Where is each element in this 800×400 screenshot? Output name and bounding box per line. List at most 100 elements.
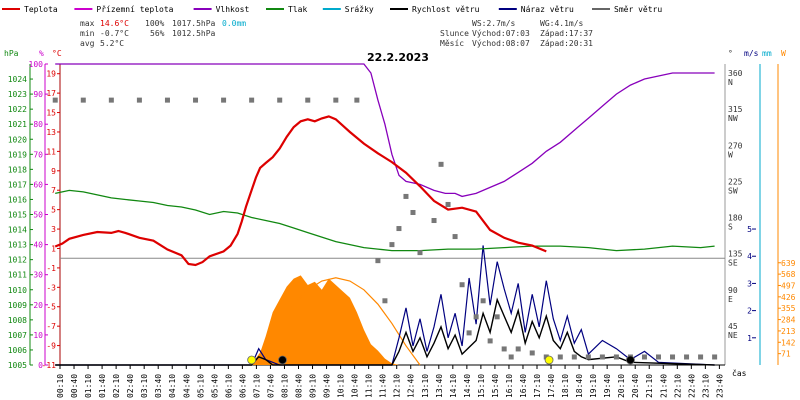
wind-direction-point [515, 346, 521, 352]
sunrise-marker [247, 355, 257, 365]
wind-direction-point [277, 97, 283, 103]
stat-ws: WS:2.7m/s [472, 19, 516, 28]
wind-direction-point [712, 354, 718, 360]
wind-direction-point [52, 97, 58, 103]
legend-label-0: Teplota [24, 5, 58, 14]
pressure-tick-label: 1014 [8, 226, 27, 235]
wind-direction-point [445, 201, 451, 207]
pressure-tick-label: 1005 [8, 361, 27, 370]
wind-direction-point [396, 226, 402, 232]
wind-direction-point [80, 97, 86, 103]
pressure-tick-label: 1006 [8, 346, 27, 355]
axis-unit-wm2: W [781, 49, 786, 58]
wind-direction-point [480, 298, 486, 304]
humidity-tick-label: 100 [29, 60, 44, 69]
wind-direction-point [375, 258, 381, 264]
wind-direction-point [494, 314, 500, 320]
time-tick-label: 22:40 [687, 374, 696, 398]
pressure-tick-label: 1021 [8, 120, 27, 129]
time-tick-label: 13:10 [421, 374, 430, 398]
wind-tick-label: 5 [747, 225, 752, 234]
pressure-tick-label: 1022 [8, 105, 27, 114]
time-tick-label: 01:40 [98, 374, 107, 398]
wind-direction-point [221, 97, 227, 103]
time-tick-label: 02:10 [112, 374, 121, 398]
humidity-tick-label: 30 [33, 271, 43, 280]
solar-tick-label: 284 [781, 316, 796, 325]
direction-tick-name: NE [728, 331, 738, 340]
temperature-tick-label: -11 [42, 361, 57, 370]
direction-tick-label: 225 [728, 177, 743, 186]
humidity-tick-label: 60 [33, 180, 43, 189]
time-tick-label: 08:10 [280, 374, 289, 398]
temperature-tick-label: 15 [46, 109, 56, 118]
axis-unit-degc: °C [52, 49, 62, 58]
solar-tick-label: 71 [781, 350, 791, 359]
legend-label-7: Směr větru [614, 5, 662, 14]
chart-title: 22.2.2023 [367, 51, 429, 64]
solar-tick-label: 355 [781, 304, 796, 313]
time-tick-label: 03:10 [140, 374, 149, 398]
direction-tick-name: NW [728, 114, 738, 123]
temperature-tick-label: -1 [46, 264, 56, 273]
stat-moonset: Západ:20:31 [540, 39, 593, 48]
time-tick-label: 07:10 [252, 374, 261, 398]
pressure-tick-label: 1007 [8, 331, 27, 340]
wind-direction-point [599, 354, 605, 360]
direction-tick-name: S [728, 223, 733, 232]
axis-unit-deg: ° [728, 49, 733, 58]
stat-min-press: 1012.5hPa [172, 29, 216, 38]
temperature-tick-label: 7 [51, 186, 56, 195]
plot-area [52, 63, 718, 366]
stat-sunrise: Východ:07:03 [472, 29, 530, 38]
stat-min-label: min [80, 29, 95, 38]
time-tick-label: 11:40 [379, 374, 388, 398]
time-tick-label: 16:40 [519, 374, 528, 398]
direction-tick-name: N [728, 78, 733, 87]
humidity-tick-label: 50 [33, 211, 43, 220]
stat-sun-label: Slunce [440, 29, 469, 38]
wind-direction-point [684, 354, 690, 360]
temperature-tick-label: -9 [46, 342, 56, 351]
stats-panel: max 14.6°C 100% 1017.5hPa 0.0mm min -0.7°C 56% 1… [80, 19, 593, 48]
wind-direction-point [305, 97, 311, 103]
time-tick-label: 10:10 [337, 374, 346, 398]
time-tick-label: 23:40 [715, 374, 724, 398]
pressure-tick-label: 1024 [8, 75, 27, 84]
time-tick-label: 01:10 [84, 374, 93, 398]
legend-label-1: Přízemní teplota [96, 5, 173, 14]
stat-sunset: Západ:17:37 [540, 29, 593, 38]
pressure-tick-label: 1018 [8, 165, 27, 174]
x-axis-label: čas [732, 368, 747, 378]
axis-unit-pct: % [39, 49, 44, 58]
stat-wg: WG:4.1m/s [540, 19, 584, 28]
pressure-line [55, 189, 715, 252]
time-tick-label: 13:40 [435, 374, 444, 398]
time-tick-label: 02:40 [126, 374, 135, 398]
humidity-tick-label: 40 [33, 241, 43, 250]
time-tick-label: 22:10 [673, 374, 682, 398]
solar-tick-label: 497 [781, 281, 796, 290]
wind-direction-point [473, 314, 479, 320]
wind-direction-point [501, 346, 507, 352]
wind-direction-point [641, 354, 647, 360]
time-tick-label: 18:10 [561, 374, 570, 398]
stat-min-temp: -0.7°C [100, 29, 129, 38]
pressure-tick-label: 1016 [8, 195, 27, 204]
solar-tick-label: 213 [781, 327, 796, 336]
legend-label-5: Rychlost větru [412, 5, 480, 14]
time-tick-label: 00:40 [70, 374, 79, 398]
time-tick-label: 05:40 [210, 374, 219, 398]
moonset-marker [626, 355, 635, 365]
pressure-tick-label: 1010 [8, 286, 27, 295]
direction-tick-name: W [728, 150, 733, 159]
time-tick-label: 23:10 [701, 374, 710, 398]
stat-max-hum: 100% [145, 19, 164, 28]
stat-avg-label: avg [80, 39, 95, 48]
axis-unit-hpa: hPa [4, 49, 19, 58]
wind-direction-point [508, 354, 514, 360]
time-tick-label: 14:10 [449, 374, 458, 398]
direction-tick-label: 135 [728, 250, 743, 259]
time-tick-label: 17:40 [547, 374, 556, 398]
